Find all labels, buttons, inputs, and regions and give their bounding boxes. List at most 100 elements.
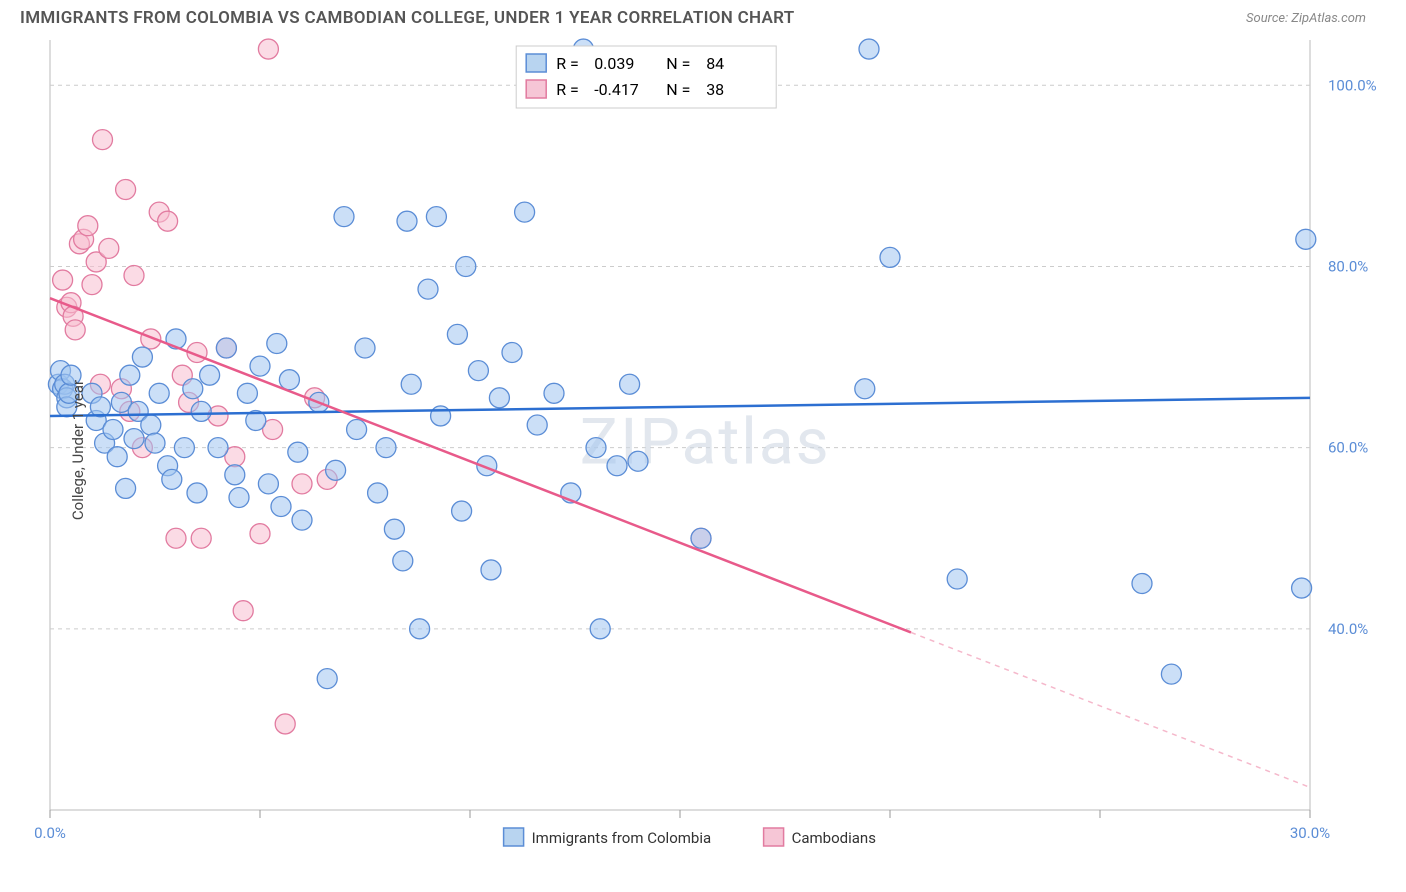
data-point — [65, 320, 85, 340]
data-point — [527, 415, 547, 435]
data-point — [586, 438, 606, 458]
data-point — [317, 669, 337, 689]
data-point — [456, 256, 476, 276]
data-point — [620, 374, 640, 394]
legend-r-value: 0.039 — [594, 54, 634, 73]
data-point — [267, 333, 287, 353]
data-point — [216, 338, 236, 358]
data-point — [166, 528, 186, 548]
legend-n-label: N = — [666, 80, 690, 99]
data-point — [855, 379, 875, 399]
data-point — [468, 361, 488, 381]
data-point — [1132, 574, 1152, 594]
data-point — [124, 266, 144, 286]
data-point — [502, 343, 522, 363]
legend-n-value: 38 — [706, 80, 724, 99]
legend-swatch — [526, 80, 546, 98]
chart-area: College, Under 1 year 40.0%60.0%80.0%100… — [0, 30, 1406, 870]
y-axis-label: College, Under 1 year — [69, 380, 87, 520]
data-point — [347, 420, 367, 440]
data-point — [116, 179, 136, 199]
data-point — [200, 365, 220, 385]
trend-line-extrapolated — [911, 632, 1310, 787]
data-point — [426, 207, 446, 227]
data-point — [237, 383, 257, 403]
data-point — [53, 270, 73, 290]
data-point — [607, 456, 627, 476]
data-point — [149, 383, 169, 403]
data-point — [107, 447, 127, 467]
data-point — [628, 451, 648, 471]
data-point — [225, 465, 245, 485]
data-point — [452, 501, 472, 521]
svg-text:80.0%: 80.0% — [1328, 257, 1368, 275]
svg-text:60.0%: 60.0% — [1328, 439, 1368, 457]
data-point — [292, 510, 312, 530]
data-point — [1296, 229, 1316, 249]
data-point — [880, 247, 900, 267]
data-point — [279, 370, 299, 390]
data-point — [431, 406, 451, 426]
data-point — [191, 528, 211, 548]
data-point — [1161, 664, 1181, 684]
data-point — [691, 528, 711, 548]
legend-n-label: N = — [666, 54, 690, 73]
data-point — [418, 279, 438, 299]
svg-text:100.0%: 100.0% — [1328, 76, 1377, 94]
data-point — [191, 401, 211, 421]
data-point — [489, 388, 509, 408]
data-point — [187, 483, 207, 503]
data-point — [1292, 578, 1312, 598]
chart-header: IMMIGRANTS FROM COLOMBIA VS CAMBODIAN CO… — [0, 0, 1406, 30]
data-point — [326, 460, 346, 480]
data-point — [859, 39, 879, 59]
data-point — [384, 519, 404, 539]
data-point — [334, 207, 354, 227]
data-point — [393, 551, 413, 571]
legend-r-value: -0.417 — [594, 80, 639, 99]
data-point — [145, 433, 165, 453]
data-point — [515, 202, 535, 222]
svg-text:0.0%: 0.0% — [34, 824, 66, 842]
chart-title: IMMIGRANTS FROM COLOMBIA VS CAMBODIAN CO… — [20, 8, 795, 28]
legend-series-label: Cambodians — [792, 829, 876, 847]
data-point — [288, 442, 308, 462]
data-point — [410, 619, 430, 639]
legend-n-value: 84 — [706, 54, 724, 73]
data-point — [258, 39, 278, 59]
legend-series-label: Immigrants from Colombia — [532, 829, 712, 847]
svg-text:40.0%: 40.0% — [1328, 620, 1368, 638]
data-point — [368, 483, 388, 503]
legend-swatch — [764, 828, 784, 846]
data-point — [229, 487, 249, 507]
data-point — [93, 130, 113, 150]
data-point — [292, 474, 312, 494]
legend-r-label: R = — [556, 80, 579, 99]
data-point — [141, 415, 161, 435]
data-point — [447, 324, 467, 344]
data-point — [544, 383, 564, 403]
svg-text:30.0%: 30.0% — [1290, 824, 1330, 842]
data-point — [250, 524, 270, 544]
data-point — [132, 347, 152, 367]
data-point — [99, 238, 119, 258]
data-point — [590, 619, 610, 639]
legend-swatch — [526, 54, 546, 72]
data-point — [271, 497, 291, 517]
data-point — [258, 474, 278, 494]
data-point — [355, 338, 375, 358]
data-point — [116, 478, 136, 498]
data-point — [124, 429, 144, 449]
legend-correlation-box — [516, 46, 776, 108]
legend-swatch — [504, 828, 524, 846]
data-point — [250, 356, 270, 376]
data-point — [82, 275, 102, 295]
chart-source: Source: ZipAtlas.com — [1246, 11, 1366, 26]
data-point — [401, 374, 421, 394]
scatter-chart-svg: 40.0%60.0%80.0%100.0%0.0%30.0%ZIPatlasR … — [0, 30, 1406, 870]
data-point — [120, 365, 140, 385]
data-point — [183, 379, 203, 399]
data-point — [947, 569, 967, 589]
data-point — [78, 216, 98, 236]
data-point — [376, 438, 396, 458]
